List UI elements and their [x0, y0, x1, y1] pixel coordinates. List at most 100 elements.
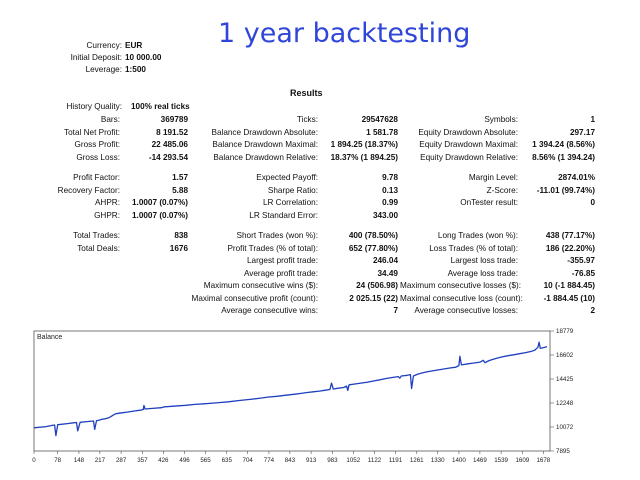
- stat-label: Balance Drawdown Maximal:: [212, 140, 318, 149]
- stat-value: 9.78: [382, 173, 398, 182]
- stat-label: Short Trades (won %):: [236, 231, 318, 240]
- plot-area: [33, 330, 551, 452]
- y-tick-label: 12248: [556, 400, 574, 407]
- x-tick-label: 1609: [515, 457, 529, 464]
- stat-label: Recovery Factor:: [57, 185, 120, 195]
- x-tick-label: 148: [74, 457, 85, 464]
- y-tick-label: 18779: [556, 328, 574, 335]
- stat-value: 246.04: [372, 256, 398, 265]
- stat-value: 22 485.06: [151, 140, 188, 149]
- stat-label: Profit Trades (% of total):: [227, 243, 318, 253]
- stat-value: 7: [393, 306, 398, 315]
- x-tick-label: 1400: [452, 457, 466, 464]
- y-tick-label: 16602: [556, 352, 574, 359]
- stat-value: 343.00: [372, 210, 398, 220]
- x-tick-label: 1539: [494, 457, 508, 464]
- x-tick-label: 426: [158, 457, 169, 464]
- stat-label: Average consecutive wins:: [221, 306, 318, 315]
- y-tick-label: 7895: [556, 448, 570, 455]
- stat-value: 1: [590, 115, 595, 124]
- stat-value: 0.13: [382, 185, 398, 195]
- stat-label: LR Standard Error:: [249, 210, 318, 220]
- stat-value: 1 394.24 (8.56%): [532, 140, 595, 149]
- x-tick-label: 1191: [389, 457, 403, 464]
- stat-value: 1.57: [172, 173, 188, 182]
- stat-label: Balance Drawdown Absolute:: [211, 127, 318, 137]
- stat-value: 369789: [160, 115, 188, 124]
- x-tick-label: 1678: [536, 457, 550, 464]
- stat-label: Gross Profit:: [74, 140, 121, 149]
- stat-value: -355.97: [567, 256, 595, 265]
- account-label: Leverage:: [85, 65, 122, 74]
- stat-value: 0.99: [382, 198, 398, 207]
- stat-label: Profit Factor:: [73, 173, 120, 182]
- stat-label: Bars:: [100, 115, 120, 124]
- stat-value: 652 (77.80%): [348, 243, 398, 253]
- y-tick-label: 10072: [556, 424, 574, 431]
- chart-title: Balance: [37, 334, 62, 341]
- stat-label: Total Deals:: [77, 243, 120, 253]
- stat-value: 1676: [169, 243, 188, 253]
- stat-value: 2: [590, 306, 595, 315]
- stat-value: 438 (77.17%): [545, 231, 595, 240]
- stat-value: 18.37% (1 894.25): [330, 152, 398, 162]
- stat-value: -11.01 (99.74%): [536, 185, 595, 195]
- x-tick-label: 0: [32, 457, 36, 464]
- x-tick-label: 1052: [346, 457, 360, 464]
- stat-value: 10 (-1 884.45): [543, 281, 595, 290]
- stat-value: 1 894.25 (18.37%): [330, 140, 398, 149]
- stat-label: Largest profit trade:: [247, 256, 318, 265]
- stat-value: 186 (22.20%): [545, 243, 595, 253]
- stat-label: Loss Trades (% of total):: [429, 243, 518, 253]
- stat-label: Equity Drawdown Absolute:: [418, 127, 518, 137]
- stat-label: Total Net Profit:: [64, 127, 120, 137]
- stat-label: Total Trades:: [73, 231, 120, 240]
- stat-label: OnTester result:: [460, 198, 518, 207]
- x-tick-label: 1330: [431, 457, 445, 464]
- x-tick-label: 1122: [368, 457, 382, 464]
- stat-value: 24 (506.98): [356, 281, 398, 290]
- x-tick-label: 357: [137, 457, 148, 464]
- stat-label: GHPR:: [94, 210, 120, 220]
- history-quality-label: History Quality:: [66, 102, 122, 111]
- stat-label: Margin Level:: [468, 173, 518, 182]
- x-tick-label: 565: [200, 457, 211, 464]
- stat-label: Largest loss trade:: [450, 256, 518, 265]
- x-tick-label: 1261: [410, 457, 424, 464]
- stat-label: Maximal consecutive profit (count):: [191, 293, 319, 303]
- results-header: Results: [290, 88, 323, 98]
- stat-label: Symbols:: [484, 115, 518, 124]
- x-tick-label: 78: [54, 457, 61, 464]
- stat-label: Z-Score:: [486, 185, 518, 195]
- stat-label: AHPR:: [94, 198, 120, 207]
- stat-value: -76.85: [571, 268, 595, 278]
- stat-value: 2874.01%: [558, 173, 595, 182]
- stat-value: 8.56% (1 394.24): [532, 152, 595, 162]
- stat-label: Average consecutive losses:: [414, 306, 518, 315]
- stat-value: 838: [174, 231, 188, 240]
- y-tick-label: 14425: [556, 376, 574, 383]
- stat-value: 297.17: [569, 127, 595, 137]
- x-tick-label: 287: [116, 457, 127, 464]
- stat-value: 29547628: [361, 115, 398, 124]
- x-tick-label: 983: [327, 457, 338, 464]
- stat-value: 0: [590, 198, 595, 207]
- x-tick-label: 1469: [473, 457, 487, 464]
- account-label: Currency:: [86, 41, 123, 50]
- x-tick-label: 496: [179, 457, 190, 464]
- stat-value: 1.0007 (0.07%): [132, 210, 188, 220]
- x-tick-label: 217: [95, 457, 106, 464]
- stat-label: Equity Drawdown Maximal:: [419, 140, 518, 149]
- account-value: 1:500: [125, 65, 146, 74]
- stat-label: Maximal consecutive loss (count):: [400, 293, 523, 303]
- stat-value: 8 191.52: [156, 127, 188, 137]
- stat-value: 1.0007 (0.07%): [132, 198, 188, 207]
- x-tick-label: 913: [306, 457, 317, 464]
- balance-line: [33, 341, 548, 437]
- x-tick-label: 774: [264, 457, 275, 464]
- stat-label: Long Trades (won %):: [437, 231, 518, 240]
- x-tick-label: 635: [222, 457, 233, 464]
- x-tick-label: 843: [285, 457, 296, 464]
- x-tick-label: 704: [243, 457, 254, 464]
